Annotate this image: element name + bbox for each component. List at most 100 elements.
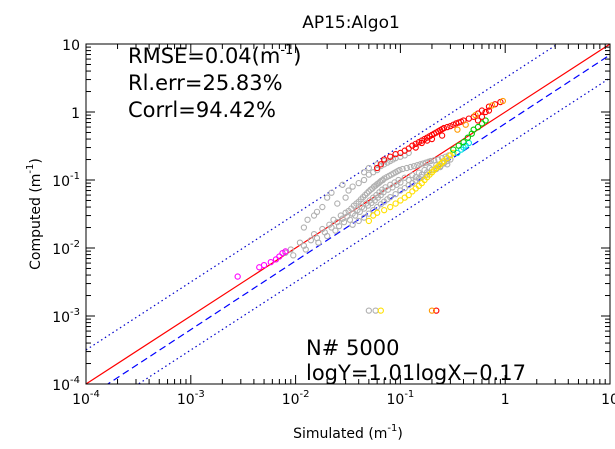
x-tick-label: 10-1 — [386, 389, 414, 408]
scatter-point — [474, 123, 482, 131]
x-axis-label-end: ) — [397, 426, 402, 442]
rmse-sup: -1 — [280, 43, 293, 58]
scatter-point — [415, 175, 423, 182]
y-tick-label: 10-3 — [52, 307, 80, 326]
y-axis-label-main: Computed (m — [28, 174, 44, 270]
scatter-point — [374, 161, 381, 168]
scatter-point — [234, 273, 241, 280]
scatter-point — [428, 135, 436, 143]
scatter-point — [334, 200, 341, 207]
scatter-point — [450, 149, 457, 157]
scatter-point — [482, 108, 489, 116]
x-tick-label: 10-4 — [72, 389, 100, 408]
stats-box: RMSE=0.04(m-1) Rl.err=25.83% Corrl=94.42… — [128, 43, 526, 385]
scatter-point — [450, 146, 457, 153]
scatter-point — [462, 121, 469, 128]
scatter-point — [454, 149, 461, 157]
scatter-point — [335, 222, 343, 230]
scatter-point — [328, 224, 335, 231]
scatter-point — [438, 132, 446, 139]
scatter-point — [339, 181, 346, 188]
scatter-point — [435, 162, 442, 170]
scatter-point — [392, 200, 399, 207]
y-tick-label: 10-2 — [52, 239, 80, 258]
scatter-point — [355, 179, 362, 187]
scatter-point — [307, 237, 315, 244]
scatter-point — [345, 187, 352, 194]
scatter-point — [276, 253, 283, 260]
scatter-point — [387, 203, 394, 211]
scatter-point — [440, 124, 448, 132]
y-tick-label: 1 — [71, 106, 80, 122]
scatter-point — [340, 218, 348, 226]
scatter-point — [332, 227, 339, 234]
scatter-point — [315, 239, 322, 246]
scatter-point — [351, 212, 359, 219]
scatter-point — [381, 156, 388, 163]
scatter-point — [302, 246, 309, 253]
scatter-point — [392, 150, 399, 158]
scatter-point — [267, 258, 274, 266]
scatter-point — [485, 107, 493, 114]
rmse-prefix: RMSE=0.04(m — [128, 44, 280, 68]
scatter-point — [365, 307, 373, 314]
scatter-point — [482, 117, 489, 124]
scatter-point — [328, 189, 335, 196]
scatter-point — [399, 165, 406, 173]
scatter-point — [287, 246, 294, 253]
scatter-point — [499, 97, 507, 105]
scatter-point — [438, 159, 446, 166]
scatter-point — [323, 194, 331, 201]
line-bound-upper — [86, 44, 559, 351]
plot-area: 10-4 10-3 10-2 10-1 1 10 10-4 10-3 10-2 10-1 1 10 — [52, 38, 615, 408]
scatter-point — [323, 232, 331, 240]
corr-text: Corrl=94.42% — [128, 98, 276, 122]
scatter-point — [407, 163, 414, 171]
scatter-point — [410, 162, 418, 170]
scatter-point — [260, 261, 268, 269]
scatter-point — [300, 224, 308, 231]
x-tick-label: 10 — [601, 392, 615, 408]
scatter-point — [412, 144, 419, 151]
scatter-point — [412, 140, 419, 148]
scatter-point — [387, 193, 394, 201]
chart-title: AP15:Algo1 — [302, 13, 400, 33]
scatter-point — [387, 153, 394, 160]
x-axis-label: Simulated (m-1) — [293, 423, 403, 442]
scatter-point — [488, 102, 496, 109]
scatter-point — [310, 230, 318, 238]
scatter-point — [349, 221, 356, 228]
rmse-text: RMSE=0.04(m-1) — [128, 43, 301, 68]
x-tick-label: 10-3 — [177, 389, 205, 408]
x-axis-label-sup: -1 — [387, 423, 397, 434]
scatter-point — [401, 184, 408, 192]
scatter-point — [397, 179, 404, 186]
scatter-point — [282, 248, 289, 255]
fit-text: logY=1.01logX−0.17 — [306, 361, 526, 385]
scatter-point — [296, 239, 304, 246]
scatter-point — [478, 113, 486, 120]
scatter-point — [428, 307, 436, 314]
y-axis-label-end: ) — [28, 158, 44, 163]
scatter-point — [355, 217, 362, 225]
scatter-point — [478, 107, 486, 114]
scatter-point — [403, 164, 410, 172]
scatter-point — [337, 212, 344, 219]
y-axis-label: Computed (m-1) — [25, 158, 44, 270]
scatter-point — [485, 103, 493, 110]
line-regression — [106, 54, 610, 384]
scatter-point — [433, 307, 440, 314]
scatter-point — [392, 190, 399, 198]
scatter-point — [454, 126, 461, 133]
scatter-point — [360, 176, 368, 184]
scatter-point — [397, 197, 404, 204]
scatter-point — [431, 157, 438, 164]
rmse-suffix: ) — [293, 44, 301, 68]
scatter-point — [418, 139, 425, 147]
scatter-point — [372, 307, 379, 314]
scatter-point — [447, 156, 454, 163]
scatter-point — [437, 161, 444, 168]
scatter-point — [427, 157, 434, 165]
scatter-point — [342, 194, 349, 201]
